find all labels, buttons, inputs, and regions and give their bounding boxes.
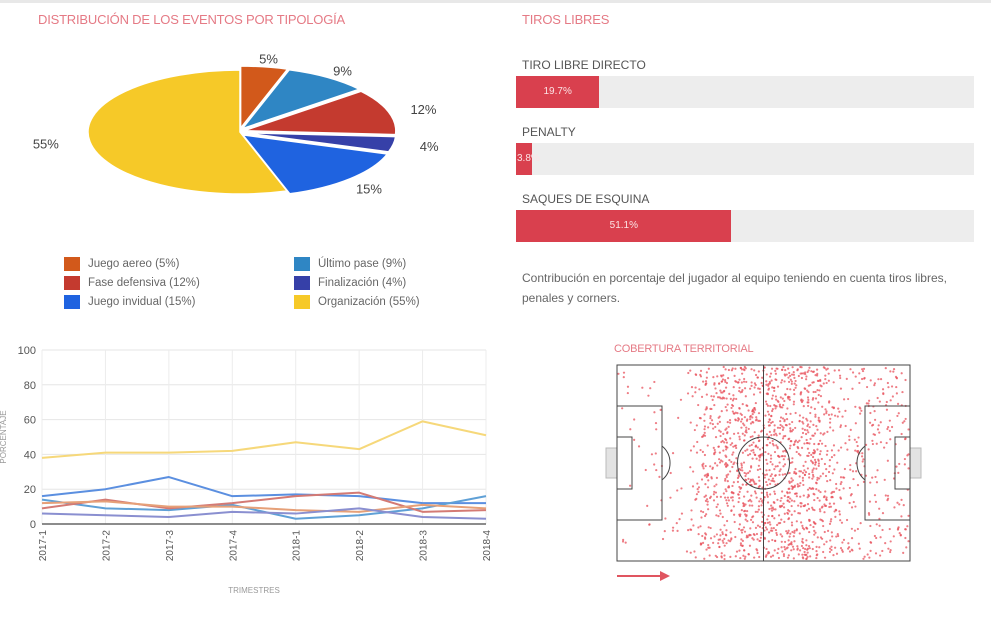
pie-slice--ltimo-pase[interactable]: [240, 68, 362, 131]
y-tick-label: 0: [30, 519, 36, 531]
coverage-pitch: [605, 364, 922, 562]
line-chart: 0 20 40 60 80 100 2017-1 2017-2 2017-3 2017-4 2018…: [0, 345, 493, 595]
free-kick-direct-track: 19.7%: [516, 76, 974, 108]
pitch-lines: [616, 364, 911, 562]
free-kicks-title: TIROS LIBRES: [522, 12, 610, 27]
x-tick-label: 2017-2: [101, 530, 112, 562]
pie-slice-label: 15%: [356, 182, 382, 197]
corners-value: 51.1%: [609, 220, 639, 231]
x-tick-label: 2017-1: [38, 530, 49, 562]
x-axis-label: TRIMESTRES: [228, 586, 280, 595]
pie-chart: 5% 9% 12% 4% 15% 55%: [33, 52, 439, 197]
legend-item-juego-invidual[interactable]: Juego invidual (15%): [64, 293, 195, 311]
corners-bar[interactable]: [516, 210, 732, 242]
legend-label: Organización (55%): [318, 296, 420, 308]
pie-slice-fase-defensiva[interactable]: [243, 90, 397, 136]
legend-swatch: [64, 295, 80, 309]
legend-swatch: [64, 257, 80, 271]
y-tick-label: 80: [24, 380, 36, 392]
penalty-value: 3.8%: [517, 153, 540, 164]
pie-slice-juego-invidual[interactable]: [241, 133, 389, 195]
penalty-track: 3.8%: [516, 143, 974, 175]
y-tick-label: 100: [18, 345, 36, 357]
pie-slice-juego-aereo[interactable]: [239, 65, 290, 131]
x-tick-label: 2018-4: [482, 530, 493, 562]
series-line-juego-aereo[interactable]: [41, 500, 487, 513]
legend-label: Juego aereo (5%): [88, 258, 180, 270]
x-tick-label: 2018-1: [292, 530, 303, 562]
coverage-title: COBERTURA TERRITORIAL: [614, 343, 754, 355]
corners-label: SAQUES DE ESQUINA: [522, 192, 650, 206]
legend-item-ultimo-pase[interactable]: Último pase (9%): [294, 255, 406, 273]
pie-chart-title: DISTRIBUCIÓN DE LOS EVENTOS POR TIPOLOGÍ…: [38, 12, 345, 27]
attack-direction-arrow-icon: [617, 575, 665, 577]
x-tick-label: 2017-4: [228, 530, 239, 562]
legend-swatch: [294, 276, 310, 290]
y-axis-label: PORCENTAJE: [0, 410, 8, 463]
legend-item-juego-aereo[interactable]: Juego aereo (5%): [64, 255, 179, 273]
pie-slice-label: 9%: [333, 63, 352, 78]
legend-label: Último pase (9%): [318, 258, 407, 270]
pie-slice-label: 12%: [410, 102, 436, 117]
pie-slice-label: 55%: [33, 137, 59, 152]
series-line-organizaci-n[interactable]: [41, 420, 487, 459]
left-goal: [605, 447, 618, 479]
x-tick-label: 2018-3: [419, 530, 430, 562]
series-line-juego-invidual[interactable]: [41, 476, 486, 505]
y-tick-label: 40: [24, 449, 36, 461]
y-tick-label: 20: [24, 484, 36, 496]
pie-slice-finalizaci-n[interactable]: [243, 131, 397, 153]
legend-item-organizacion[interactable]: Organización (55%): [294, 293, 420, 311]
pie-slice-organizaci-n[interactable]: [87, 69, 289, 195]
legend-item-fase-defensiva[interactable]: Fase defensiva (12%): [64, 274, 200, 292]
free-kicks-description: Contribución en porcentaje del jugador a…: [522, 271, 947, 305]
free-kick-direct-value: 19.7%: [543, 86, 572, 97]
legend-swatch: [294, 257, 310, 271]
x-tick-label: 2018-2: [355, 530, 366, 562]
free-kick-direct-label: TIRO LIBRE DIRECTO: [522, 58, 646, 72]
legend-label: Fase defensiva (12%): [88, 277, 200, 289]
free-kick-direct-bar[interactable]: [516, 76, 599, 108]
arrow-head-icon: [660, 571, 670, 581]
corners-track: 51.1%: [516, 210, 974, 242]
pie-slice-label: 5%: [259, 52, 278, 67]
penalty-label: PENALTY: [522, 125, 576, 139]
series-line-finalizaci-n[interactable]: [41, 507, 487, 520]
top-divider: [0, 0, 991, 3]
pie-slice-label: 4%: [420, 139, 439, 154]
y-tick-label: 60: [24, 415, 36, 427]
series-line-fase-defensiva[interactable]: [41, 491, 487, 513]
legend-swatch: [64, 276, 80, 290]
legend-label: Finalización (4%): [318, 277, 407, 289]
pie-legend: Juego aereo (5%) Último pase (9%) Fase d…: [64, 255, 484, 315]
heat-points: [617, 365, 910, 561]
legend-label: Juego invidual (15%): [88, 296, 196, 308]
x-tick-label: 2017-3: [165, 530, 176, 562]
legend-item-finalizacion[interactable]: Finalización (4%): [294, 274, 406, 292]
right-goal: [909, 447, 922, 479]
penalty-bar[interactable]: [516, 143, 532, 175]
legend-swatch: [294, 295, 310, 309]
